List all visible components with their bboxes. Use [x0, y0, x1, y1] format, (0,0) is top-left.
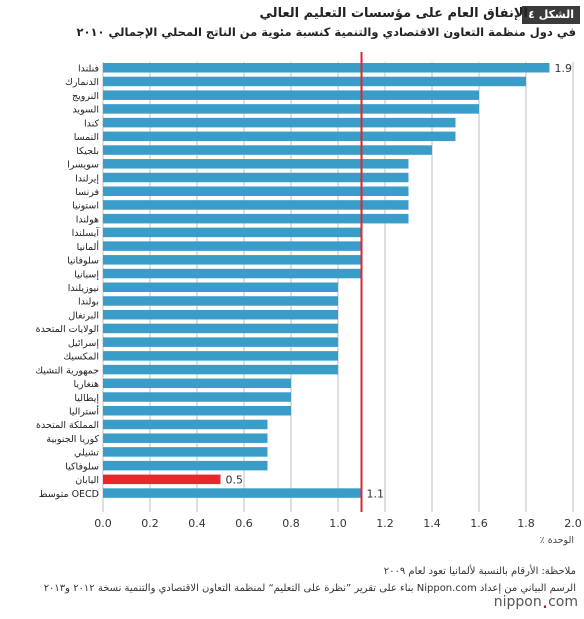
category-label: ألمانيا [77, 240, 100, 253]
bar [103, 241, 362, 251]
bar [103, 378, 291, 389]
figure-badge: الشكل ٤ [522, 6, 580, 24]
category-label: الدنمارك [65, 77, 99, 88]
bar [103, 76, 526, 87]
chart-title: الإنفاق العام على مؤسسات التعليم العالي [259, 6, 528, 21]
bar [103, 323, 338, 334]
bar [103, 474, 221, 485]
x-tick-label: 0.2 [141, 517, 159, 530]
bar [103, 309, 338, 320]
category-label: اليابان [75, 475, 99, 486]
data-label: 1.1 [367, 487, 385, 500]
category-label: إسرائيل [68, 338, 100, 349]
x-tick-label: 1.4 [423, 517, 441, 530]
x-tick-label: 1.8 [517, 517, 535, 530]
category-label: هنغاريا [74, 379, 99, 390]
bar [103, 268, 362, 279]
category-label: كندا [84, 118, 99, 129]
category-label: السويد [72, 105, 99, 116]
bar [103, 131, 456, 142]
category-label: أستراليا [69, 405, 99, 418]
category-label: بولندا [78, 297, 99, 308]
x-tick-label: 0.8 [282, 517, 300, 530]
chart-subtitle: في دول منظمة التعاون الاقتصادي والتنمية … [76, 25, 576, 39]
bar [103, 104, 479, 114]
chart-header: الشكل ٤ الإنفاق العام على مؤسسات التعليم… [0, 4, 584, 42]
bar [103, 419, 268, 430]
category-label: البرتغال [68, 310, 99, 321]
category-label: فنلندا [78, 64, 99, 75]
bar [103, 200, 409, 210]
x-tick-label: 1.6 [470, 517, 488, 530]
category-label: هولندا [76, 214, 99, 225]
category-label: المملكة المتحدة [36, 420, 99, 431]
bar [103, 172, 409, 183]
x-tick-label: 0.6 [235, 517, 253, 530]
bar [103, 488, 362, 498]
category-label: بلجيكا [76, 146, 99, 157]
bar [103, 447, 268, 457]
category-label: سويسرا [67, 160, 99, 171]
category-label: إيطاليا [74, 393, 99, 404]
category-label: المكسيك [63, 352, 99, 363]
x-tick-label: 0.0 [94, 517, 112, 530]
category-label: فرنسا [75, 187, 99, 198]
x-tick-label: 0.4 [188, 517, 206, 530]
data-label: 1.9 [555, 62, 573, 75]
category-label: النرويج [72, 91, 99, 102]
bar [103, 351, 338, 361]
bar [103, 186, 409, 196]
category-label: آيسلندا [72, 226, 100, 239]
x-tick-label: 2.0 [564, 517, 582, 530]
bar [103, 460, 268, 471]
nippon-logo: nippon.com [493, 589, 578, 613]
bar [103, 213, 409, 224]
category-label: استونيا [72, 201, 99, 212]
category-label: سلوفانيا [67, 256, 99, 267]
bar [103, 433, 268, 443]
bar [103, 90, 479, 100]
bar [103, 117, 456, 128]
category-label: سلوفاكيا [65, 461, 99, 472]
x-tick-label: 1.2 [376, 517, 394, 530]
category-label: إيرلندا [75, 173, 99, 184]
bar [103, 145, 432, 155]
x-tick-label: 1.0 [329, 517, 347, 530]
bar [103, 364, 338, 375]
bar [103, 282, 338, 293]
bar [103, 159, 409, 169]
data-label: 0.5 [226, 474, 244, 487]
category-label: إسبانيا [74, 269, 99, 280]
bar [103, 255, 362, 265]
bar [103, 296, 338, 306]
footnote: ملاحظة: الأرقام بالنسبة لألمانيا تعود لع… [383, 566, 576, 577]
category-label: نيوزيلندا [68, 283, 99, 294]
bar [103, 392, 291, 402]
x-axis-label: الوحدة ٪ [539, 535, 574, 546]
bar [103, 227, 362, 238]
bar [103, 337, 338, 347]
source-note: الرسم البياني من إعداد Nippon.com بناء ع… [43, 583, 576, 594]
bar [103, 63, 550, 73]
category-label: كوريا الجنوبية [46, 434, 99, 445]
category-label: الولايات المتحدة [36, 324, 99, 335]
bar [103, 406, 291, 416]
category-label: متوسط OECD [39, 489, 99, 500]
category-label: النمسا [74, 132, 99, 143]
category-label: تشيلي [74, 448, 99, 459]
category-label: جمهورية التشيك [35, 365, 99, 376]
